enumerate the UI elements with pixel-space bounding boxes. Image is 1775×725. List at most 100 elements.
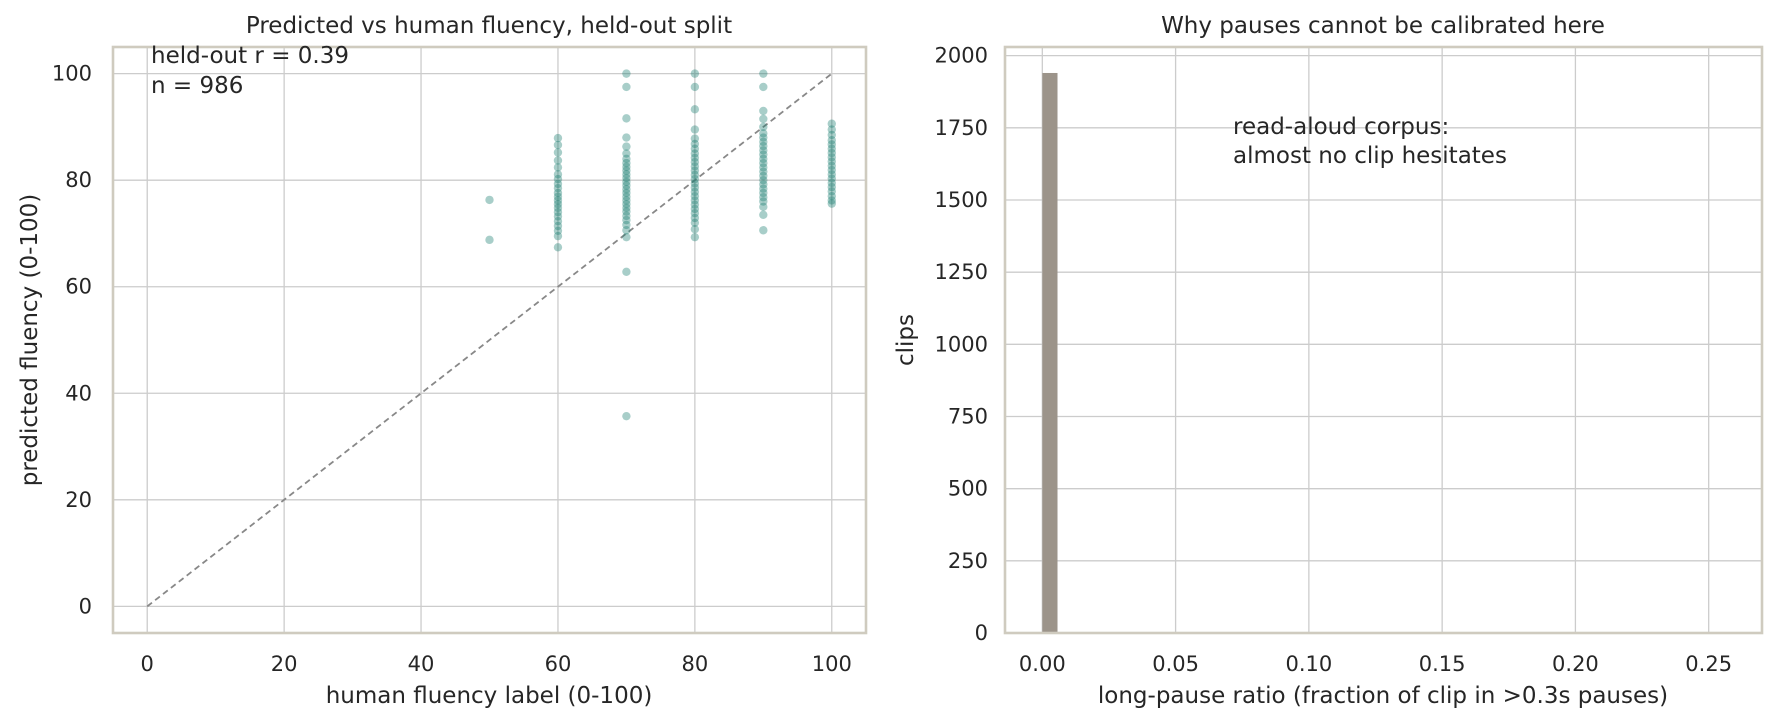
scatter-point [690, 187, 700, 197]
scatter-point [759, 167, 768, 176]
scatter-point [690, 218, 700, 227]
scatter-point [759, 171, 768, 181]
histogram-y-tick-label: 1750 [935, 116, 988, 140]
scatter-point [690, 166, 700, 175]
scatter-point [759, 193, 768, 202]
histogram-y-tick-label: 2000 [935, 44, 988, 68]
scatter-x-axis-label: human fluency label (0-100) [326, 683, 653, 709]
histogram-x-ticks: 0.00 0.05 0.10 0.15 0.20 0.25 [1019, 652, 1732, 676]
scatter-point [622, 82, 631, 92]
scatter-point [553, 188, 563, 198]
scatter-point [827, 130, 836, 140]
scatter-point [759, 137, 768, 147]
scatter-point [622, 149, 631, 158]
scatter-point [690, 105, 700, 114]
scatter-point [759, 210, 768, 220]
scatter-point [690, 232, 700, 242]
scatter-x-tick-label: 80 [681, 652, 708, 676]
scatter-point [553, 133, 563, 143]
scatter-point [827, 178, 836, 188]
scatter-point [622, 232, 631, 242]
scatter-point [553, 140, 563, 150]
scatter-point [759, 129, 768, 138]
scatter-point [553, 192, 563, 201]
histogram-x-tick-label: 0.10 [1285, 652, 1332, 676]
histogram-y-tick-label: 250 [948, 549, 988, 573]
scatter-point [622, 114, 631, 123]
scatter-point [827, 199, 836, 208]
scatter-point [553, 196, 563, 205]
scatter-point [690, 170, 700, 180]
scatter-point [759, 154, 768, 164]
scatter-point [827, 144, 836, 153]
scatter-point [827, 174, 836, 183]
scatter-point [553, 148, 563, 157]
scatter-point [622, 220, 631, 230]
scatter-point [690, 153, 700, 163]
scatter-point [690, 144, 700, 153]
scatter-point [690, 191, 700, 201]
scatter-point [690, 213, 700, 223]
histogram-y-ticks: 0 250 500 750 1000 1250 1500 1750 2000 [935, 44, 988, 645]
scatter-point [827, 140, 836, 149]
scatter-point [690, 204, 700, 214]
scatter-y-axis-label: predicted fluency (0-100) [17, 194, 43, 487]
scatter-annotation-n: n = 986 [151, 73, 243, 99]
scatter-annotation-r: held-out r = 0.39 [151, 43, 349, 69]
scatter-point [622, 133, 631, 142]
scatter-point [759, 180, 768, 189]
histogram-x-axis-label: long-pause ratio (fraction of clip in >0… [1098, 683, 1668, 709]
scatter-point [622, 170, 631, 179]
scatter-point [827, 148, 836, 158]
scatter-point [759, 188, 768, 198]
histogram-annotation-line-1: read-aloud corpus: [1233, 114, 1449, 140]
scatter-point [553, 217, 563, 226]
scatter-point [622, 199, 631, 209]
scatter-point [827, 182, 836, 192]
scatter-point [622, 192, 631, 201]
scatter-point [622, 188, 631, 198]
scatter-point [690, 196, 700, 205]
histogram-bars [1042, 72, 1058, 634]
scatter-point [827, 136, 836, 145]
scatter-point [622, 173, 631, 183]
scatter-y-tick-label: 100 [52, 62, 92, 86]
scatter-point [553, 174, 563, 184]
scatter-point [553, 226, 563, 235]
scatter-point [622, 154, 631, 164]
scatter-point [690, 134, 700, 143]
scatter-point [622, 166, 631, 175]
histogram-x-tick-label: 0.15 [1419, 652, 1466, 676]
histogram-bar [1042, 72, 1058, 634]
scatter-x-tick-label: 60 [545, 652, 572, 676]
scatter-point [759, 133, 768, 142]
scatter-point [690, 149, 700, 158]
scatter-point [622, 177, 631, 186]
scatter-point [827, 153, 836, 162]
scatter-panel: Predicted vs human fluency, held-out spl… [17, 13, 868, 709]
scatter-point [690, 157, 700, 167]
histogram-y-tick-label: 750 [948, 404, 988, 428]
scatter-point [622, 196, 631, 205]
scatter-point [827, 157, 836, 166]
scatter-y-tick-label: 40 [65, 381, 92, 405]
scatter-x-tick-label: 100 [812, 652, 852, 676]
scatter-point [827, 165, 836, 175]
scatter-point [690, 174, 700, 184]
histogram-y-axis-label: clips [893, 314, 919, 366]
scatter-point [759, 184, 768, 193]
scatter-point [759, 114, 768, 124]
scatter-point [827, 119, 836, 128]
scatter-point [622, 158, 631, 168]
scatter-point [827, 161, 836, 170]
scatter-point [622, 207, 631, 216]
scatter-y-tick-label: 60 [65, 275, 92, 299]
histogram-x-tick-label: 0.25 [1685, 652, 1732, 676]
histogram-y-tick-label: 1000 [935, 332, 988, 356]
scatter-x-tick-label: 0 [141, 652, 154, 676]
scatter-point [553, 243, 563, 252]
scatter-point [553, 207, 563, 217]
scatter-point [553, 156, 563, 165]
histogram-y-tick-label: 0 [975, 621, 988, 645]
